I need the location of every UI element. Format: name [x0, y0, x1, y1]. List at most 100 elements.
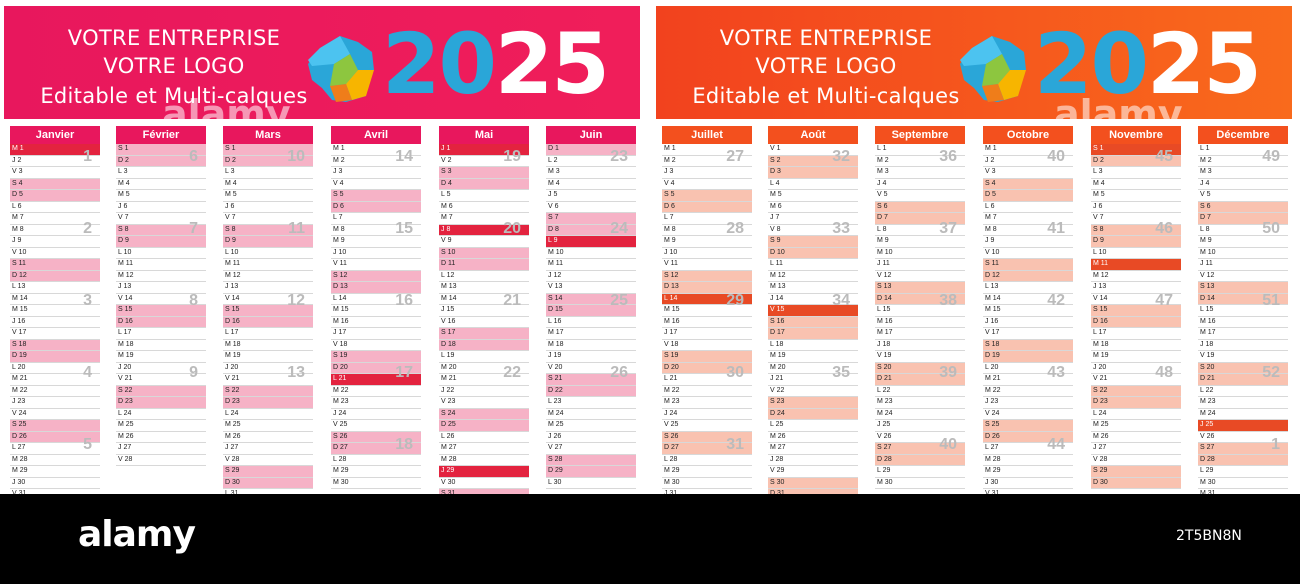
- day-row: J 14: [768, 294, 858, 305]
- day-row: V 11: [331, 259, 421, 271]
- day-row: V 19: [1198, 351, 1288, 363]
- calendar-second-half: VOTRE ENTREPRISE VOTRE LOGO Editable et …: [654, 0, 1298, 494]
- week-number: 21: [503, 292, 521, 309]
- day-row: S 24: [439, 408, 529, 420]
- day-label: J 17: [333, 329, 347, 336]
- day-row: D 24: [768, 408, 858, 420]
- day-row: S 5: [331, 190, 421, 202]
- day-row: D 5: [10, 190, 100, 202]
- day-row: M 16: [331, 317, 421, 328]
- day-row: S 6: [1198, 201, 1288, 213]
- day-label: L 2: [548, 156, 558, 164]
- day-row: S 10: [439, 247, 529, 259]
- day-label: J 4: [877, 179, 887, 187]
- day-row: V 28: [116, 455, 206, 466]
- day-label: M 23: [877, 398, 893, 405]
- day-row: M 24: [1198, 409, 1288, 420]
- day-label: M 22: [985, 386, 1001, 394]
- day-label: L 29: [1200, 467, 1214, 474]
- day-row: V 25: [331, 420, 421, 432]
- day-label: M 22: [12, 386, 28, 394]
- week-number: 31: [726, 436, 744, 453]
- day-label: D 23: [118, 398, 133, 405]
- day-row: D 27: [662, 443, 752, 455]
- week-number: 2: [83, 220, 92, 237]
- day-label: M 3: [548, 168, 560, 175]
- day-label: V 25: [664, 421, 679, 428]
- day-row: D 7: [875, 213, 965, 225]
- day-label: S 8: [118, 225, 129, 233]
- day-label: D 17: [770, 329, 785, 336]
- day-label: S 8: [225, 225, 236, 233]
- day-label: S 17: [441, 329, 456, 336]
- day-label: M 16: [333, 317, 349, 325]
- day-row: L 12: [439, 271, 529, 282]
- day-label: M 15: [12, 306, 28, 313]
- day-row: M 13: [768, 282, 858, 294]
- day-row: J 23: [983, 397, 1073, 409]
- day-row: D 4: [439, 178, 529, 190]
- day-label: J 4: [1200, 179, 1210, 187]
- day-row: S 19: [331, 351, 421, 363]
- day-row: L 24: [116, 409, 206, 420]
- year-digit: 5: [1203, 15, 1261, 113]
- week-number: 7: [189, 220, 198, 237]
- day-row: L 10: [1091, 248, 1181, 259]
- day-label: M 19: [1093, 352, 1109, 359]
- day-list: D 1 L 2 M 3 M 4 J 5 V 6 S 7 D 8 L 9 M 10 M 11 J 12 V…: [546, 144, 636, 489]
- day-label: L 8: [877, 225, 887, 233]
- month-header: Octobre: [983, 126, 1073, 144]
- day-row: L 5: [439, 190, 529, 202]
- day-row: M 3: [875, 167, 965, 179]
- day-row: J 11: [875, 259, 965, 271]
- day-row: M 20: [439, 363, 529, 374]
- day-row: L 26: [439, 432, 529, 443]
- day-row: L 3: [1091, 167, 1181, 179]
- day-row: J 7: [768, 213, 858, 225]
- day-row: M 12: [1091, 271, 1181, 282]
- day-row: M 7: [10, 213, 100, 225]
- day-row: S 4: [10, 178, 100, 190]
- day-row: M 4: [116, 179, 206, 190]
- day-label: D 15: [548, 306, 563, 313]
- day-row: S 22: [1091, 385, 1181, 397]
- day-row: D 21: [875, 374, 965, 386]
- day-row: V 7: [223, 213, 313, 225]
- day-label: S 22: [118, 386, 133, 394]
- day-row: M 26: [116, 432, 206, 443]
- day-label: D 24: [770, 409, 785, 417]
- day-label: D 7: [877, 214, 888, 221]
- day-label: S 28: [548, 455, 563, 463]
- day-label: S 4: [12, 179, 23, 187]
- day-row: M 1: [331, 144, 421, 156]
- day-label: J 18: [1200, 340, 1214, 348]
- week-number: 9: [189, 364, 198, 381]
- day-label: J 18: [877, 340, 891, 348]
- day-row: J 16: [983, 317, 1073, 328]
- day-row: S 26: [331, 431, 421, 443]
- day-row: J 2: [983, 156, 1073, 167]
- day-label: S 13: [877, 283, 892, 290]
- day-label: M 27: [770, 444, 786, 451]
- day-label: V 27: [548, 444, 563, 451]
- day-label: S 29: [1093, 467, 1108, 474]
- day-label: L 20: [12, 363, 26, 371]
- day-label: D 23: [1093, 398, 1108, 405]
- week-number: 51: [1262, 292, 1280, 309]
- week-number: 34: [832, 292, 850, 309]
- day-row: V 26: [1198, 432, 1288, 443]
- day-row: D 28: [875, 454, 965, 466]
- week-number: 22: [503, 364, 521, 381]
- year-display: 2025: [382, 14, 610, 114]
- day-label: D 26: [985, 432, 1000, 440]
- month-header: Décembre: [1198, 126, 1288, 144]
- day-label: D 1: [548, 145, 559, 152]
- day-row: L 10: [223, 248, 313, 259]
- day-row: V 2: [439, 156, 529, 167]
- day-label: D 16: [1093, 317, 1108, 325]
- day-label: M 31: [1200, 490, 1216, 494]
- day-row: V 26: [875, 432, 965, 443]
- day-row: L 6: [10, 202, 100, 213]
- day-label: M 9: [1200, 237, 1212, 244]
- day-row: J 25: [875, 420, 965, 432]
